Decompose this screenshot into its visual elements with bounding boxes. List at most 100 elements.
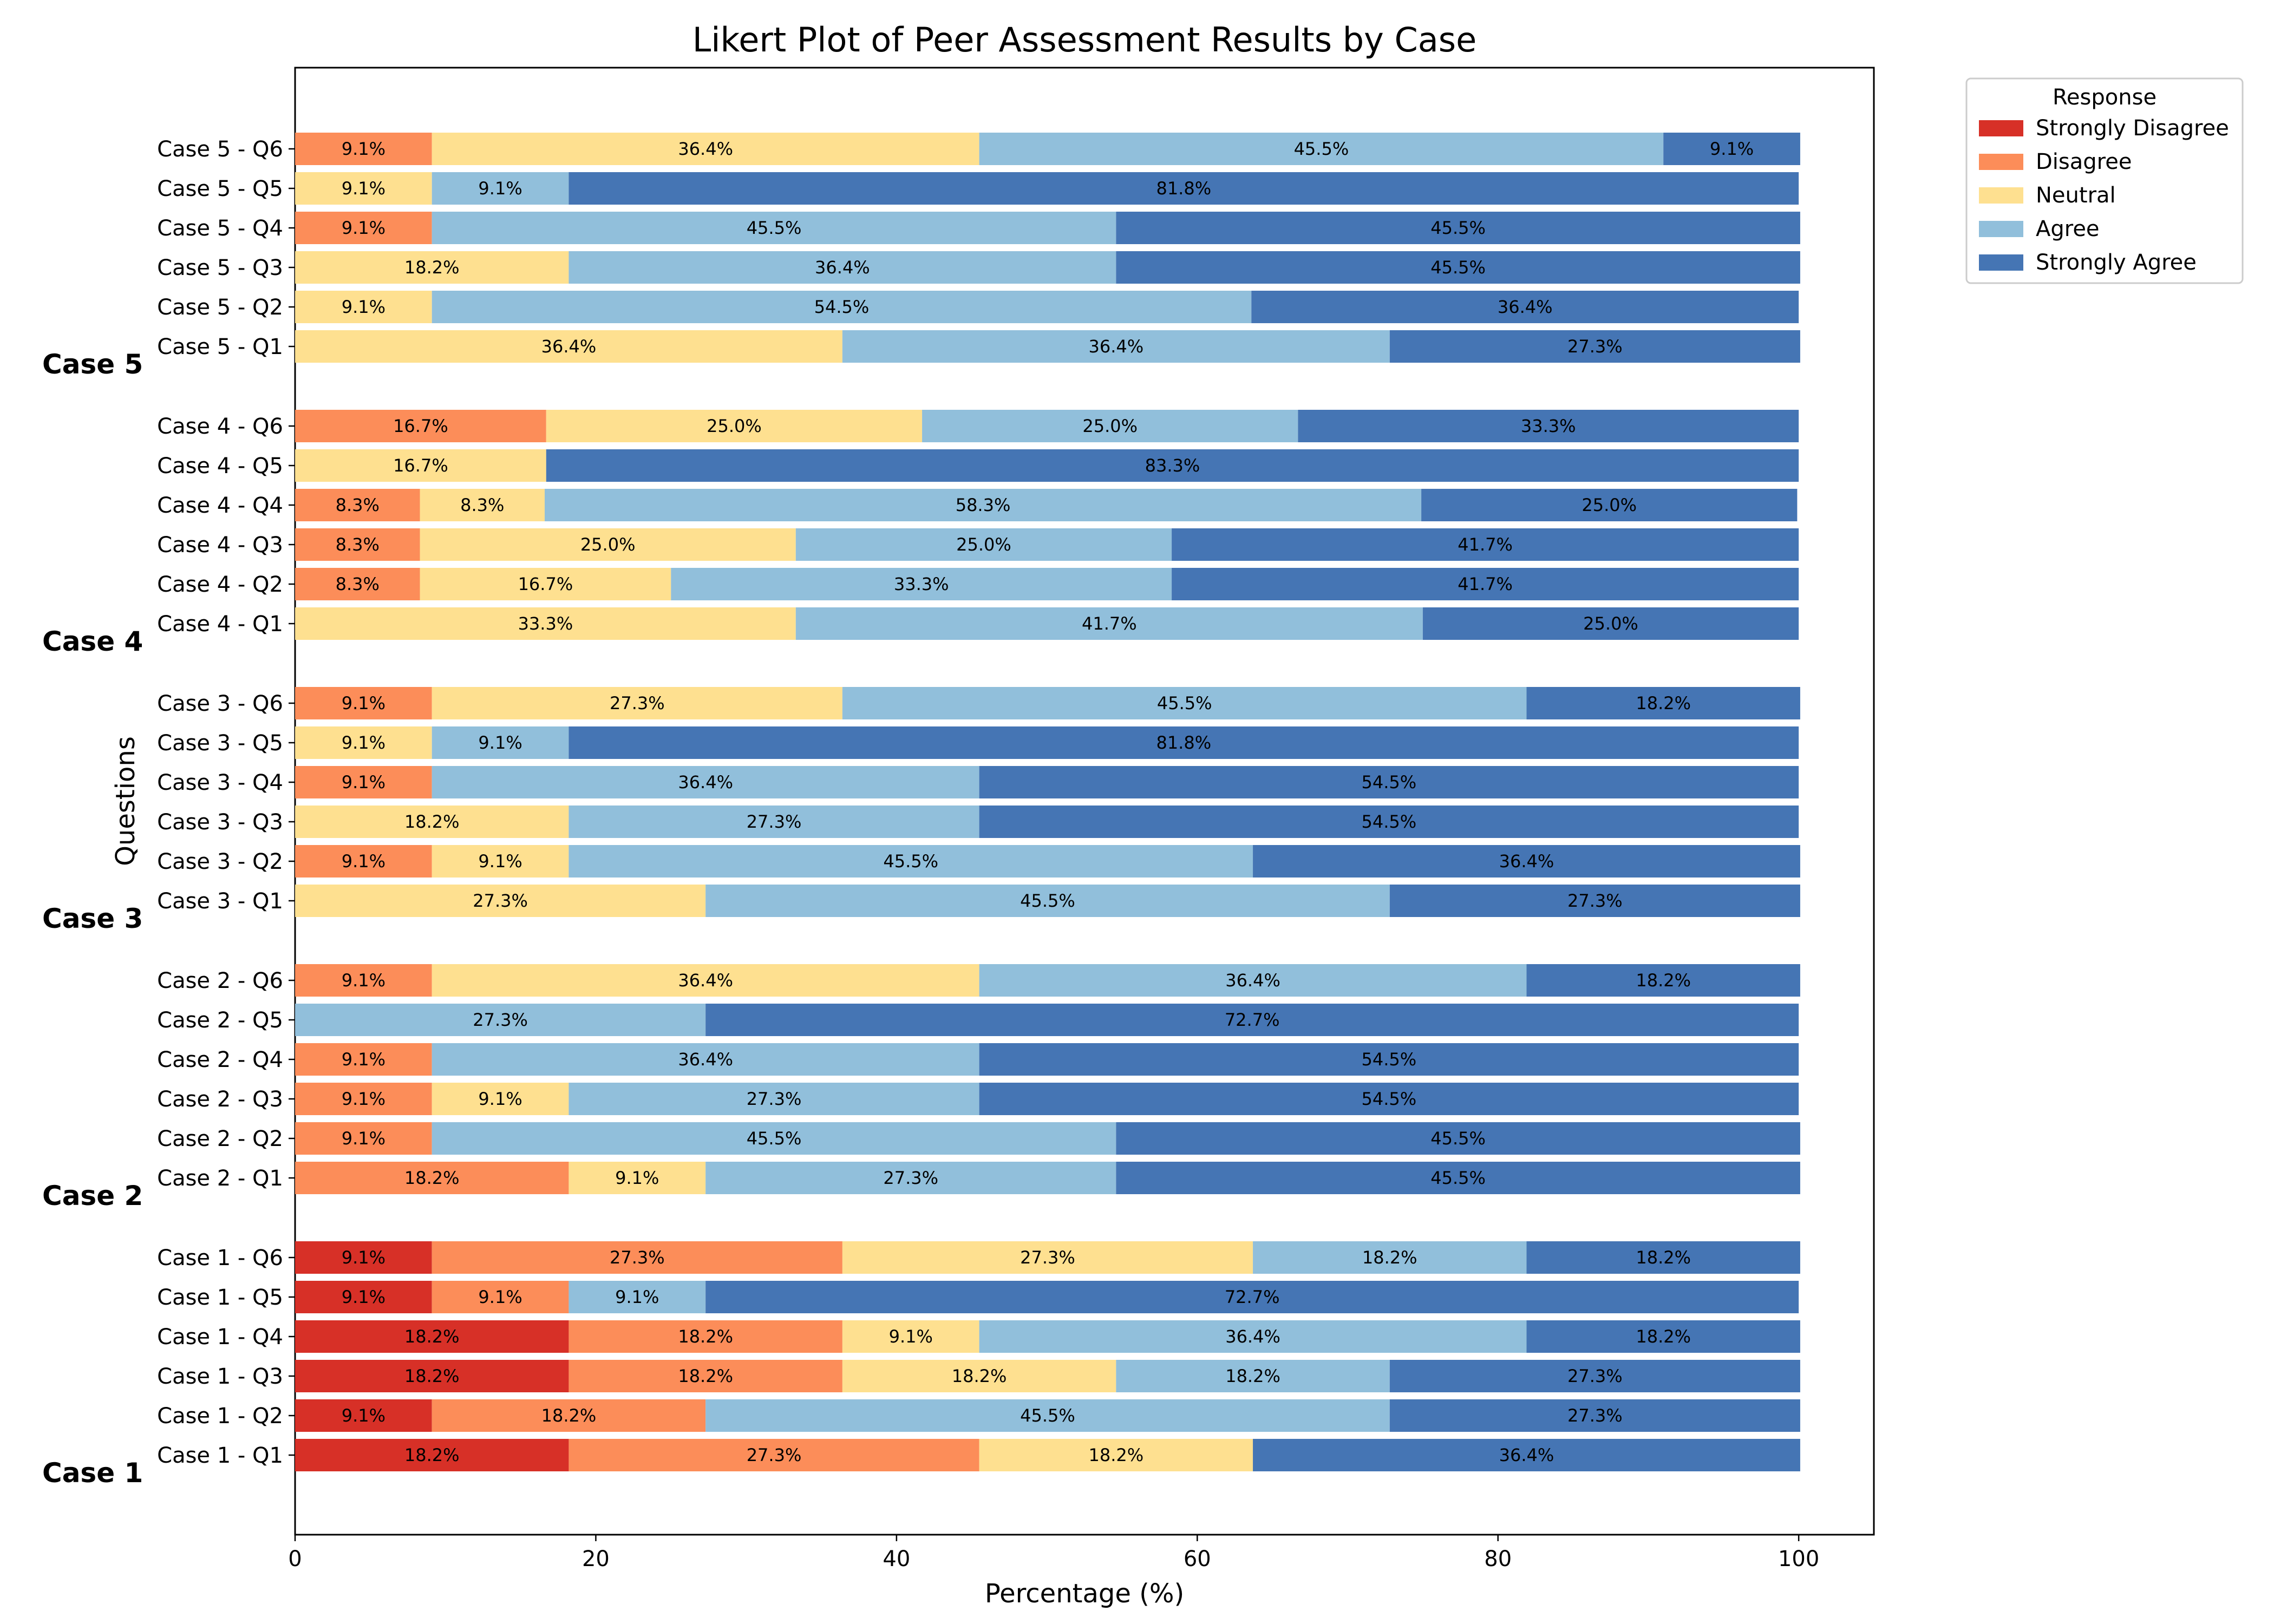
bar-segment bbox=[295, 726, 432, 759]
segment-value-label: 9.1% bbox=[342, 693, 385, 713]
y-tick-label: Case 2 - Q4 bbox=[157, 1047, 283, 1072]
bar-segment bbox=[295, 1083, 432, 1115]
x-tick-label: 40 bbox=[883, 1547, 910, 1571]
bar-segment bbox=[1663, 133, 1800, 165]
bar-segment bbox=[420, 568, 671, 600]
group-label: Case 3 bbox=[42, 903, 143, 934]
segment-value-label: 18.2% bbox=[1636, 970, 1691, 991]
segment-value-label: 9.1% bbox=[342, 1247, 385, 1268]
bars-layer bbox=[295, 133, 1800, 1471]
bar-segment bbox=[420, 489, 545, 521]
segment-value-label: 18.2% bbox=[541, 1405, 597, 1426]
bar-segment bbox=[295, 291, 432, 323]
y-tick-label: Case 1 - Q4 bbox=[157, 1325, 283, 1350]
segment-value-label: 9.1% bbox=[342, 139, 385, 159]
bar-segment bbox=[568, 726, 1799, 759]
segment-value-label: 9.1% bbox=[615, 1168, 659, 1188]
segment-value-label: 36.4% bbox=[815, 257, 870, 278]
segment-value-label: 9.1% bbox=[478, 732, 522, 753]
bar-segment bbox=[705, 885, 1390, 917]
y-tick-label: Case 1 - Q5 bbox=[157, 1285, 283, 1310]
segment-value-label: 18.2% bbox=[1636, 1247, 1691, 1268]
segment-value-label: 9.1% bbox=[342, 297, 385, 317]
bar-segment bbox=[432, 726, 569, 759]
segment-value-label: 45.5% bbox=[1294, 139, 1349, 159]
bar-segment bbox=[1116, 1122, 1800, 1155]
y-tick-label: Case 5 - Q1 bbox=[157, 335, 283, 359]
bar-segment bbox=[671, 568, 1172, 600]
segment-value-label: 36.4% bbox=[1498, 297, 1553, 317]
segment-value-label: 16.7% bbox=[393, 455, 448, 476]
y-axis-title: Questions bbox=[110, 736, 141, 866]
segment-value-label: 41.7% bbox=[1458, 574, 1513, 594]
segment-value-label: 18.2% bbox=[404, 1168, 460, 1188]
bar-segment bbox=[432, 1281, 569, 1313]
segment-value-label: 27.3% bbox=[473, 890, 528, 911]
bar-segment bbox=[1389, 885, 1800, 917]
segment-value-label: 25.0% bbox=[1583, 613, 1638, 634]
x-axis-title: Percentage (%) bbox=[985, 1579, 1184, 1609]
segment-value-label: 8.3% bbox=[336, 574, 380, 594]
bar-segment bbox=[295, 1439, 569, 1471]
segment-value-label: 8.3% bbox=[460, 495, 504, 515]
segment-value-label: 9.1% bbox=[342, 851, 385, 872]
segment-value-label: 18.2% bbox=[1636, 693, 1691, 713]
legend-swatch bbox=[1979, 154, 2023, 170]
bar-segment bbox=[295, 885, 706, 917]
segment-value-label: 58.3% bbox=[956, 495, 1011, 515]
legend-swatch bbox=[1979, 254, 2023, 271]
bar-segment bbox=[295, 1399, 432, 1432]
chart-title: Likert Plot of Peer Assessment Results b… bbox=[692, 20, 1477, 60]
y-tick-label: Case 3 - Q1 bbox=[157, 889, 283, 914]
bar-segment bbox=[295, 449, 546, 482]
segment-value-label: 18.2% bbox=[678, 1366, 733, 1386]
bar-segment bbox=[432, 1083, 569, 1115]
segment-value-label: 27.3% bbox=[747, 811, 802, 832]
bar-segment bbox=[979, 806, 1799, 838]
segment-value-label: 9.1% bbox=[342, 218, 385, 238]
segment-value-label: 41.7% bbox=[1082, 613, 1137, 634]
bar-segment bbox=[432, 1399, 706, 1432]
segment-value-label: 36.4% bbox=[541, 336, 597, 357]
segment-value-label: 18.2% bbox=[1362, 1247, 1417, 1268]
y-tick-label: Case 2 - Q3 bbox=[157, 1087, 283, 1112]
segment-value-label: 27.3% bbox=[1020, 1247, 1075, 1268]
segment-value-label: 8.3% bbox=[336, 495, 380, 515]
bar-segment bbox=[295, 251, 569, 284]
segment-value-label: 9.1% bbox=[615, 1287, 659, 1307]
bar-segment bbox=[979, 766, 1799, 798]
bar-segment bbox=[545, 489, 1422, 521]
segment-value-label: 18.2% bbox=[1225, 1366, 1280, 1386]
bar-segment bbox=[705, 1162, 1116, 1194]
bar-segment bbox=[795, 528, 1172, 561]
segment-value-label: 45.5% bbox=[1430, 1168, 1486, 1188]
y-tick-label: Case 1 - Q6 bbox=[157, 1246, 283, 1271]
y-tick-label: Case 5 - Q2 bbox=[157, 295, 283, 320]
bar-segment bbox=[979, 1083, 1799, 1115]
segment-value-label: 18.2% bbox=[1636, 1326, 1691, 1347]
segment-value-label: 81.8% bbox=[1156, 178, 1211, 199]
bar-segment bbox=[295, 212, 432, 244]
segment-value-label: 54.5% bbox=[1362, 1049, 1417, 1070]
segment-value-label: 33.3% bbox=[894, 574, 949, 594]
bar-segment bbox=[1116, 251, 1800, 284]
bar-segment bbox=[295, 1162, 569, 1194]
legend-swatch bbox=[1979, 221, 2023, 237]
bar-segment bbox=[568, 1439, 979, 1471]
bar-segment bbox=[295, 489, 420, 521]
y-tick-label: Case 2 - Q2 bbox=[157, 1127, 283, 1151]
bar-segment bbox=[1251, 291, 1799, 323]
x-tick-label: 100 bbox=[1778, 1547, 1819, 1571]
bar-segment bbox=[295, 1122, 432, 1155]
bar-segment bbox=[295, 607, 796, 640]
x-axis: 0 20 40 60 80 100 bbox=[288, 1535, 1819, 1571]
y-tick-label: Case 3 - Q6 bbox=[157, 691, 283, 716]
y-tick-label: Case 5 - Q4 bbox=[157, 216, 283, 241]
segment-value-label: 33.3% bbox=[1521, 416, 1576, 436]
legend-swatch bbox=[1979, 187, 2023, 204]
bar-segment bbox=[1389, 330, 1800, 363]
bar-segment bbox=[295, 687, 432, 719]
x-tick-label: 60 bbox=[1184, 1547, 1211, 1571]
bar-segment bbox=[295, 528, 420, 561]
segment-value-label: 36.4% bbox=[1499, 851, 1554, 872]
